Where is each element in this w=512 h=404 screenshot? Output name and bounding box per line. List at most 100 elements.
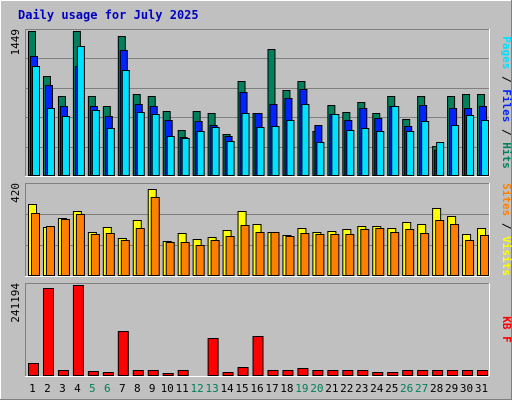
bar-pages-day-29: [451, 125, 460, 176]
bar-kb-f-day-4: [72, 285, 84, 376]
bar-sites-day-27: [420, 233, 430, 276]
bar-sites-day-9: [150, 197, 160, 276]
bar-kb-f-day-29: [447, 370, 459, 376]
bar-sites-day-28: [435, 220, 445, 276]
legend-kb-f: KB F: [500, 316, 512, 343]
x-tick-label-day-2: 2: [44, 382, 51, 395]
bar-sites-day-31: [480, 235, 490, 276]
bar-sites-day-26: [405, 229, 415, 276]
bar-sites-day-8: [135, 228, 145, 276]
bar-pages-day-19: [301, 104, 310, 176]
bar-pages-day-10: [166, 136, 175, 176]
x-tick-label-day-27: 27: [415, 382, 428, 395]
panel-1-legend: Sites / Visits: [500, 183, 512, 276]
bar-kb-f-day-5: [87, 371, 99, 376]
bar-pages-day-21: [331, 114, 340, 176]
bar-sites-day-6: [105, 233, 115, 276]
bar-pages-day-26: [406, 131, 415, 176]
bar-pages-day-1: [32, 66, 40, 176]
bar-pages-day-11: [181, 138, 190, 176]
bar-kb-f-day-24: [372, 372, 384, 376]
bar-kb-f-day-16: [252, 336, 264, 376]
bar-pages-day-28: [436, 142, 445, 176]
x-tick-label-day-10: 10: [161, 382, 174, 395]
bar-sites-day-24: [375, 228, 385, 276]
bar-sites-day-17: [270, 232, 280, 276]
bar-pages-day-7: [121, 70, 130, 176]
bar-sites-day-2: [45, 226, 55, 276]
bar-pages-day-2: [46, 108, 55, 176]
bar-pages-day-6: [106, 128, 115, 176]
bar-kb-f-day-25: [387, 372, 399, 376]
panel-0-legend: Pages / Files / Hits: [500, 36, 512, 169]
bar-sites-day-19: [300, 233, 310, 276]
bar-sites-day-13: [210, 240, 220, 276]
bar-pages-day-27: [421, 121, 430, 176]
bar-pages-day-30: [466, 115, 475, 176]
legend-separator: /: [500, 122, 512, 142]
x-tick-label-day-15: 15: [235, 382, 248, 395]
x-tick-label-day-5: 5: [89, 382, 96, 395]
x-tick-label-day-25: 25: [385, 382, 398, 395]
bar-pages-day-17: [271, 126, 280, 176]
bar-kb-f-day-2: [42, 288, 54, 376]
bar-pages-day-15: [241, 113, 250, 176]
bar-kb-f-day-1: [28, 363, 39, 376]
bar-kb-f-day-18: [282, 370, 294, 376]
bar-kb-f-day-13: [207, 338, 219, 376]
bar-sites-day-14: [225, 236, 235, 276]
legend-sites: Sites: [500, 183, 512, 216]
bar-kb-f-day-8: [132, 370, 144, 376]
bar-sites-day-21: [330, 234, 340, 276]
x-tick-label-day-24: 24: [370, 382, 384, 395]
bar-pages-day-20: [316, 142, 325, 176]
x-tick-label-day-26: 26: [400, 382, 413, 395]
x-tick-label-day-18: 18: [280, 382, 293, 395]
panel-2-y-max-label: 241194: [9, 283, 22, 323]
panel-1-y-max-label: 420: [9, 183, 22, 203]
bar-sites-day-18: [285, 236, 295, 276]
bar-kb-f-day-6: [102, 372, 114, 376]
bar-kb-f-day-15: [237, 367, 249, 376]
chart-title: Daily usage for July 2025: [18, 8, 199, 22]
panel-0-y-max-label: 1449: [9, 29, 22, 56]
x-tick-label-day-16: 16: [250, 382, 263, 395]
bar-kb-f-day-21: [327, 370, 339, 376]
bar-pages-day-14: [226, 141, 235, 176]
x-tick-label-day-8: 8: [134, 382, 141, 395]
bar-kb-f-day-17: [267, 370, 279, 376]
x-tick-label-day-4: 4: [74, 382, 81, 395]
bar-sites-day-20: [315, 234, 325, 276]
bar-pages-day-9: [151, 114, 160, 176]
bar-sites-day-1: [31, 213, 40, 276]
x-tick-label-day-6: 6: [104, 382, 111, 395]
bar-kb-f-day-3: [57, 370, 69, 376]
bar-kb-f-day-28: [432, 370, 444, 376]
bar-pages-day-18: [286, 120, 295, 176]
bar-sites-day-10: [165, 242, 175, 276]
legend-separator: /: [500, 69, 512, 89]
x-tick-label-day-21: 21: [325, 382, 338, 395]
x-tick-label-day-7: 7: [119, 382, 126, 395]
x-tick-label-day-11: 11: [176, 382, 189, 395]
bar-kb-f-day-30: [462, 370, 474, 376]
bar-kb-f-day-19: [297, 368, 309, 376]
x-tick-label-day-9: 9: [149, 382, 156, 395]
bar-sites-day-16: [255, 232, 265, 276]
bar-pages-day-5: [91, 110, 100, 176]
bar-pages-day-31: [481, 120, 490, 176]
x-tick-label-day-19: 19: [295, 382, 308, 395]
x-tick-label-day-13: 13: [205, 382, 218, 395]
bar-pages-day-8: [136, 112, 145, 176]
bar-sites-day-25: [390, 232, 400, 276]
bar-kb-f-day-7: [117, 331, 129, 376]
panel-2-legend: KB F: [500, 316, 512, 343]
bar-sites-day-12: [195, 245, 205, 276]
bar-sites-day-5: [90, 234, 100, 276]
x-tick-label-day-12: 12: [191, 382, 204, 395]
bar-kb-f-day-14: [222, 372, 234, 376]
bar-pages-day-3: [61, 116, 70, 176]
bar-pages-day-13: [211, 127, 220, 176]
bar-sites-day-4: [75, 214, 85, 276]
